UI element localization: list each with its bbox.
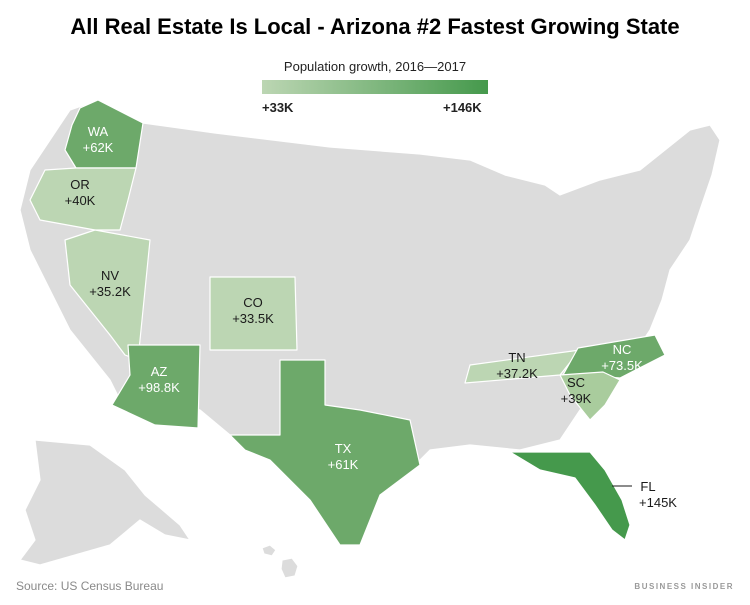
state-co xyxy=(209,276,298,351)
state-label-or-abbr: OR xyxy=(70,177,90,192)
state-wa xyxy=(64,99,144,169)
state-label-wa-abbr: WA xyxy=(88,124,109,139)
state-label-tx-abbr: TX xyxy=(335,441,352,456)
state-label-sc-abbr: SC xyxy=(567,375,585,390)
hawaii-shape xyxy=(261,544,299,579)
state-label-nc-growth: +73.5K xyxy=(601,358,643,373)
state-label-nc-abbr: NC xyxy=(613,342,632,357)
state-label-wa-growth: +62K xyxy=(83,140,114,155)
state-label-co-growth: +33.5K xyxy=(232,311,274,326)
state-fl xyxy=(509,451,631,541)
state-label-tx-growth: +61K xyxy=(328,457,359,472)
alaska-shape xyxy=(19,439,191,566)
state-nv xyxy=(64,229,151,361)
legend-min-label: +33K xyxy=(262,100,294,115)
state-label-fl-growth: +145K xyxy=(639,495,677,510)
state-label-tn-abbr: TN xyxy=(508,350,525,365)
us-base-shape xyxy=(19,99,721,546)
state-label-tn-growth: +37.2K xyxy=(496,366,538,381)
state-label-az-growth: +98.8K xyxy=(138,380,180,395)
state-az xyxy=(111,344,201,429)
legend-gradient-bar xyxy=(262,80,488,94)
state-label-sc-growth: +39K xyxy=(561,391,592,406)
state-label-nv-growth: +35.2K xyxy=(89,284,131,299)
state-label-nv-abbr: NV xyxy=(101,268,119,283)
state-tx xyxy=(229,359,421,546)
source-note: Source: US Census Bureau xyxy=(16,579,164,593)
state-label-co-abbr: CO xyxy=(243,295,263,310)
legend-title: Population growth, 2016—2017 xyxy=(283,59,467,74)
map-title: All Real Estate Is Local - Arizona #2 Fa… xyxy=(70,14,680,39)
state-sc xyxy=(559,371,621,421)
legend-max-label: +146K xyxy=(443,100,482,115)
state-label-or-growth: +40K xyxy=(65,193,96,208)
state-label-fl-abbr: FL xyxy=(640,479,655,494)
brand-logo: BUSINESS INSIDER xyxy=(634,582,734,591)
state-label-az-abbr: AZ xyxy=(151,364,168,379)
